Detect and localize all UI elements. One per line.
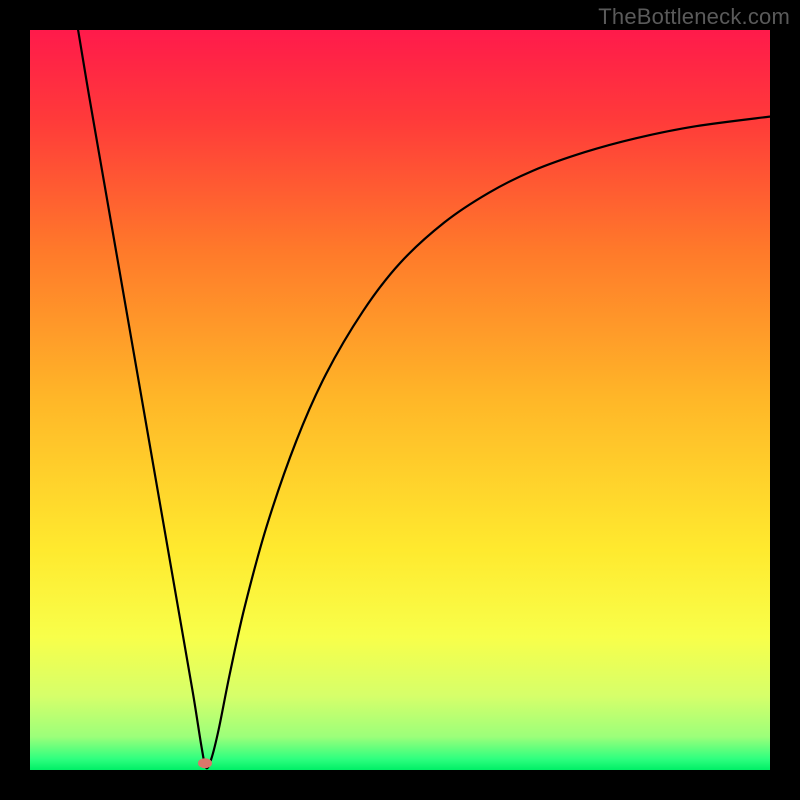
bottleneck-curve <box>30 30 770 770</box>
minimum-marker <box>198 759 212 769</box>
watermark-text: TheBottleneck.com <box>598 4 790 30</box>
chart-container: { "watermark": { "text": "TheBottleneck.… <box>0 0 800 800</box>
plot-area <box>30 30 770 770</box>
